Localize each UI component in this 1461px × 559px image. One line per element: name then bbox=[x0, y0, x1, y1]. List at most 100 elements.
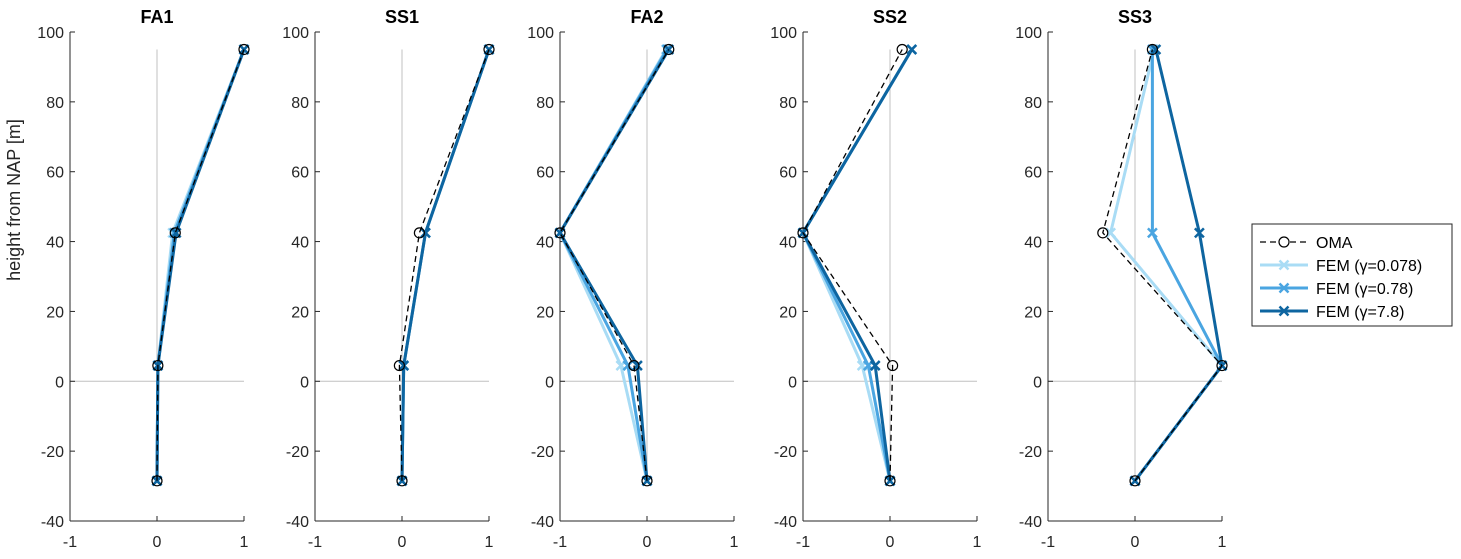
y-tick-label: 0 bbox=[55, 374, 64, 391]
data-point-circle bbox=[887, 359, 899, 372]
x-tick-label: -1 bbox=[796, 534, 810, 551]
subplot-title: FA2 bbox=[630, 7, 663, 27]
data-point-circle bbox=[663, 43, 675, 56]
data-point-circle bbox=[554, 227, 566, 239]
x-tick-label: -1 bbox=[63, 534, 77, 551]
legend-label: OMA bbox=[1316, 235, 1353, 252]
y-tick-label: -20 bbox=[286, 444, 309, 461]
x-tick-label: 0 bbox=[153, 534, 162, 551]
series-line bbox=[155, 48, 246, 481]
data-point-circle bbox=[797, 227, 809, 239]
series-line bbox=[801, 48, 914, 481]
x-tick-label: 0 bbox=[398, 534, 407, 551]
y-tick-label: 80 bbox=[46, 95, 64, 112]
y-tick-label: 0 bbox=[300, 374, 309, 391]
data-point-circle bbox=[152, 359, 164, 372]
subplot-title: SS3 bbox=[1118, 7, 1152, 27]
y-tick-label: 60 bbox=[536, 165, 554, 182]
y-tick-label: 60 bbox=[1024, 165, 1042, 182]
series-line bbox=[400, 49, 491, 481]
data-point-x bbox=[1105, 227, 1117, 239]
data-point-x bbox=[1193, 227, 1205, 239]
data-point-x bbox=[884, 475, 896, 487]
data-point-x bbox=[238, 44, 250, 55]
legend-entry: OMA bbox=[1260, 235, 1353, 252]
y-tick-label: 100 bbox=[1015, 25, 1042, 42]
series-line bbox=[400, 49, 491, 481]
subplot-fa1: -40 -20 0 20 40 60 80 100 -1 0 1 FA1 bbox=[37, 7, 250, 551]
series-line bbox=[802, 49, 903, 481]
y-tick-label: 80 bbox=[536, 95, 554, 112]
series-fem-3 bbox=[151, 44, 250, 487]
y-tick-label: -40 bbox=[41, 514, 64, 531]
data-point-circle bbox=[396, 475, 408, 487]
y-tick-label: 40 bbox=[291, 235, 309, 252]
y-tick-label: 40 bbox=[536, 235, 554, 252]
series-line bbox=[559, 49, 670, 481]
y-tick-label: 0 bbox=[545, 374, 554, 391]
y-tick-label: 20 bbox=[1024, 304, 1042, 321]
data-point-circle bbox=[1146, 43, 1159, 56]
data-point-x bbox=[1150, 44, 1162, 55]
legend: OMA FEM (γ=0.078) FEM (γ=0.78) FEM (γ=7.8) bbox=[1251, 223, 1453, 327]
series-line bbox=[1133, 49, 1224, 482]
series-fem-3 bbox=[797, 44, 918, 487]
data-point-circle bbox=[641, 475, 653, 487]
legend-entry: FEM (γ=0.78) bbox=[1260, 281, 1413, 298]
y-tick-label: -20 bbox=[774, 444, 797, 461]
series-fem-1 bbox=[396, 44, 495, 487]
legend-entry: FEM (γ=7.8) bbox=[1260, 304, 1404, 321]
series-fem-3 bbox=[1129, 44, 1228, 487]
y-tick-label: -40 bbox=[286, 514, 309, 531]
y-tick-label: 20 bbox=[46, 304, 64, 321]
data-point-x bbox=[641, 475, 653, 487]
data-point-circle bbox=[884, 475, 896, 487]
data-point-circle bbox=[896, 43, 908, 56]
x-tick-label: 1 bbox=[240, 534, 249, 551]
x-tick-label: 0 bbox=[643, 534, 652, 551]
data-point-circle bbox=[1216, 359, 1228, 372]
series-oma bbox=[393, 43, 495, 487]
legend-marker-x bbox=[1278, 305, 1290, 317]
subplot-ss2: -40 -20 0 20 40 60 80 100 -1 0 1 SS2 bbox=[770, 7, 981, 551]
x-tick-label: 1 bbox=[1218, 534, 1227, 551]
data-point-circle bbox=[169, 227, 181, 239]
series-fem-2 bbox=[1129, 44, 1228, 487]
series-fem-1 bbox=[151, 44, 250, 487]
legend-marker-x bbox=[1278, 282, 1290, 294]
y-tick-label: 20 bbox=[536, 304, 554, 321]
subplot-ss1: -40 -20 0 20 40 60 80 100 -1 0 1 SS1 bbox=[282, 7, 495, 551]
y-tick-label: 60 bbox=[779, 165, 797, 182]
subplot-title: SS1 bbox=[385, 7, 419, 27]
y-tick-label: -20 bbox=[531, 444, 554, 461]
data-point-x bbox=[869, 360, 881, 371]
subplot-ss3: -40 -20 0 20 40 60 80 100 -1 0 1 SS3 bbox=[1015, 7, 1228, 551]
y-tick-label: 0 bbox=[1033, 374, 1042, 391]
x-tick-label: 0 bbox=[886, 534, 895, 551]
y-tick-label: -40 bbox=[1019, 514, 1042, 531]
series-fem-2 bbox=[396, 44, 495, 487]
data-point-x bbox=[420, 227, 431, 239]
y-tick-label: 60 bbox=[46, 165, 64, 182]
x-tick-label: -1 bbox=[553, 534, 567, 551]
x-tick-label: -1 bbox=[1041, 534, 1055, 551]
data-point-circle bbox=[628, 359, 640, 372]
data-point-circle bbox=[1129, 475, 1141, 487]
series-line bbox=[156, 49, 245, 481]
data-point-x bbox=[622, 360, 634, 371]
data-point-circle bbox=[483, 43, 495, 56]
series-oma bbox=[554, 43, 675, 487]
y-tick-label: 100 bbox=[527, 25, 554, 42]
y-tick-label: 60 bbox=[291, 165, 309, 182]
y-tick-label: -40 bbox=[774, 514, 797, 531]
legend-label: FEM (γ=0.078) bbox=[1316, 258, 1422, 275]
y-tick-label: -20 bbox=[41, 444, 64, 461]
series-oma bbox=[1097, 43, 1228, 487]
series-fem-3 bbox=[396, 44, 495, 487]
data-point-x bbox=[906, 44, 918, 55]
y-tick-label: 20 bbox=[779, 304, 797, 321]
data-point-x bbox=[663, 44, 675, 55]
x-tick-label: 0 bbox=[1131, 534, 1140, 551]
